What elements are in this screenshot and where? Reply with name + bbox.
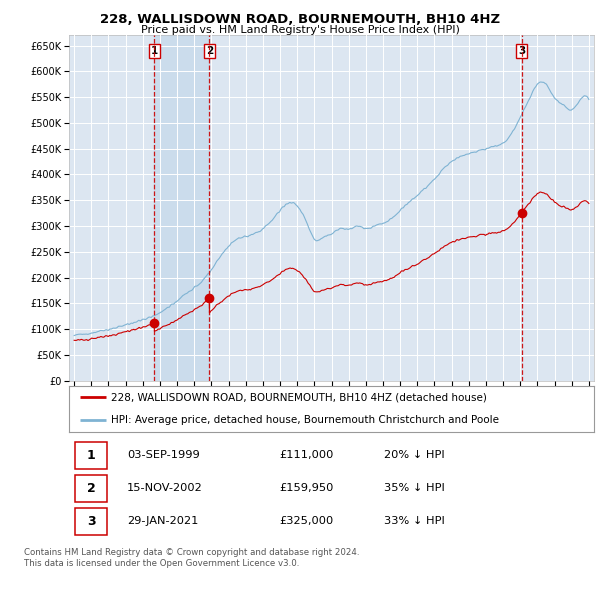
Text: 20% ↓ HPI: 20% ↓ HPI (384, 450, 445, 460)
Text: HPI: Average price, detached house, Bournemouth Christchurch and Poole: HPI: Average price, detached house, Bour… (111, 415, 499, 425)
Text: 3: 3 (518, 46, 525, 56)
Text: 2: 2 (206, 46, 213, 56)
Text: 15-NOV-2002: 15-NOV-2002 (127, 483, 203, 493)
Text: Contains HM Land Registry data © Crown copyright and database right 2024.: Contains HM Land Registry data © Crown c… (24, 548, 359, 556)
Text: 1: 1 (86, 448, 95, 462)
Text: 228, WALLISDOWN ROAD, BOURNEMOUTH, BH10 4HZ (detached house): 228, WALLISDOWN ROAD, BOURNEMOUTH, BH10 … (111, 392, 487, 402)
Text: 1: 1 (151, 46, 158, 56)
Text: 03-SEP-1999: 03-SEP-1999 (127, 450, 199, 460)
FancyBboxPatch shape (76, 475, 107, 502)
Text: 228, WALLISDOWN ROAD, BOURNEMOUTH, BH10 4HZ: 228, WALLISDOWN ROAD, BOURNEMOUTH, BH10 … (100, 13, 500, 26)
Bar (154, 35, 209, 381)
Text: Price paid vs. HM Land Registry's House Price Index (HPI): Price paid vs. HM Land Registry's House … (140, 25, 460, 35)
Text: £325,000: £325,000 (279, 516, 333, 526)
Text: This data is licensed under the Open Government Licence v3.0.: This data is licensed under the Open Gov… (24, 559, 299, 568)
Text: 35% ↓ HPI: 35% ↓ HPI (384, 483, 445, 493)
FancyBboxPatch shape (76, 442, 107, 468)
Text: £159,950: £159,950 (279, 483, 334, 493)
FancyBboxPatch shape (76, 508, 107, 535)
Text: 33% ↓ HPI: 33% ↓ HPI (384, 516, 445, 526)
Text: 3: 3 (87, 514, 95, 528)
Text: 29-JAN-2021: 29-JAN-2021 (127, 516, 198, 526)
Text: 2: 2 (86, 481, 95, 495)
Text: £111,000: £111,000 (279, 450, 334, 460)
